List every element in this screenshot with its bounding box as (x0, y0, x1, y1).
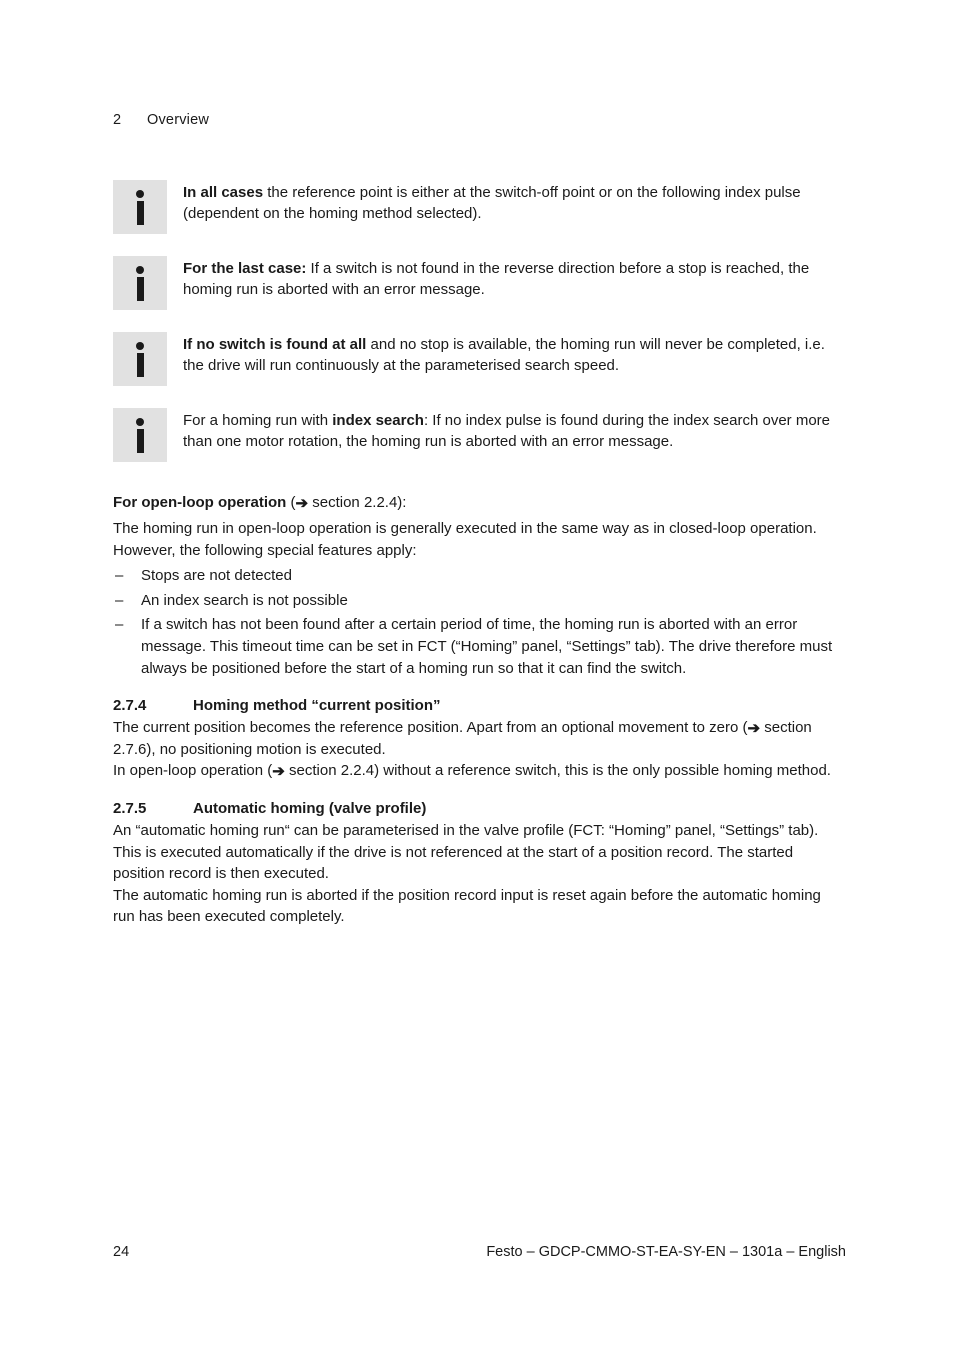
info-note-text: In all cases the reference point is eith… (183, 180, 833, 225)
body-paragraph: An “automatic homing run“ can be paramet… (113, 820, 846, 842)
info-note-bold: In all cases (183, 184, 263, 201)
open-loop-section: For open-loop operation (➔ section 2.2.4… (113, 492, 846, 679)
subsection-body-275: An “automatic homing run“ can be paramet… (113, 820, 846, 928)
open-loop-para: The homing run in open-loop operation is… (113, 518, 846, 562)
header-section-number: 2 (113, 112, 147, 128)
list-item: An index search is not possible (113, 590, 846, 612)
info-note-pre: For a homing run with (183, 412, 332, 429)
info-note-text: For a homing run with index search: If n… (183, 408, 833, 453)
list-item: If a switch has not been found after a c… (113, 614, 846, 679)
info-icon (113, 332, 167, 386)
info-note-bold: For the last case: (183, 260, 306, 277)
info-note-bold: If no switch is found at all (183, 336, 366, 353)
info-note-bold: index search (332, 412, 424, 429)
info-note: For a homing run with index search: If n… (113, 408, 846, 462)
info-note-text: For the last case: If a switch is not fo… (183, 256, 833, 301)
info-note-rest: the reference point is either at the swi… (183, 184, 801, 222)
subsection-heading-275: 2.7.5Automatic homing (valve profile) (113, 800, 846, 817)
arrow-icon: ➔ (272, 761, 285, 783)
subsection-title: Homing method “current position” (193, 697, 441, 714)
footer-doc-id: Festo – GDCP-CMMO-ST-EA-SY-EN – 1301a – … (129, 1244, 846, 1260)
info-icon (113, 408, 167, 462)
info-icon (113, 180, 167, 234)
body-text: The current position becomes the referen… (113, 719, 748, 736)
subsection-title: Automatic homing (valve profile) (193, 800, 426, 817)
arrow-icon: ➔ (296, 493, 309, 515)
body-text: In open-loop operation ( (113, 762, 272, 779)
page-footer: 24 Festo – GDCP-CMMO-ST-EA-SY-EN – 1301a… (113, 1244, 846, 1260)
page-header: 2Overview (113, 112, 846, 128)
info-note: For the last case: If a switch is not fo… (113, 256, 846, 310)
info-icon (113, 256, 167, 310)
page-number: 24 (113, 1244, 129, 1260)
subsection-number: 2.7.5 (113, 800, 193, 817)
subsection-body-274: The current position becomes the referen… (113, 717, 846, 782)
open-loop-lead-ref: section 2.2.4): (308, 494, 406, 511)
info-note-text: If no switch is found at all and no stop… (183, 332, 833, 377)
body-paragraph: In open-loop operation (➔ section 2.2.4)… (113, 760, 846, 782)
subsection-number: 2.7.4 (113, 697, 193, 714)
header-section-title: Overview (147, 112, 209, 128)
open-loop-lead: For open-loop operation (➔ section 2.2.4… (113, 492, 846, 514)
info-note: In all cases the reference point is eith… (113, 180, 846, 234)
list-item: Stops are not detected (113, 565, 846, 587)
document-page: 2Overview In all cases the reference poi… (0, 0, 954, 1348)
body-paragraph: The current position becomes the referen… (113, 717, 846, 760)
subsection-heading-274: 2.7.4Homing method “current position” (113, 697, 846, 714)
body-paragraph: This is executed automatically if the dr… (113, 842, 846, 885)
info-note: If no switch is found at all and no stop… (113, 332, 846, 386)
open-loop-bullets: Stops are not detected An index search i… (113, 565, 846, 679)
open-loop-lead-bold: For open-loop operation (113, 494, 286, 511)
body-paragraph: The automatic homing run is aborted if t… (113, 885, 846, 928)
body-ref: section 2.2.4) without a reference switc… (285, 762, 831, 779)
arrow-icon: ➔ (748, 718, 761, 740)
